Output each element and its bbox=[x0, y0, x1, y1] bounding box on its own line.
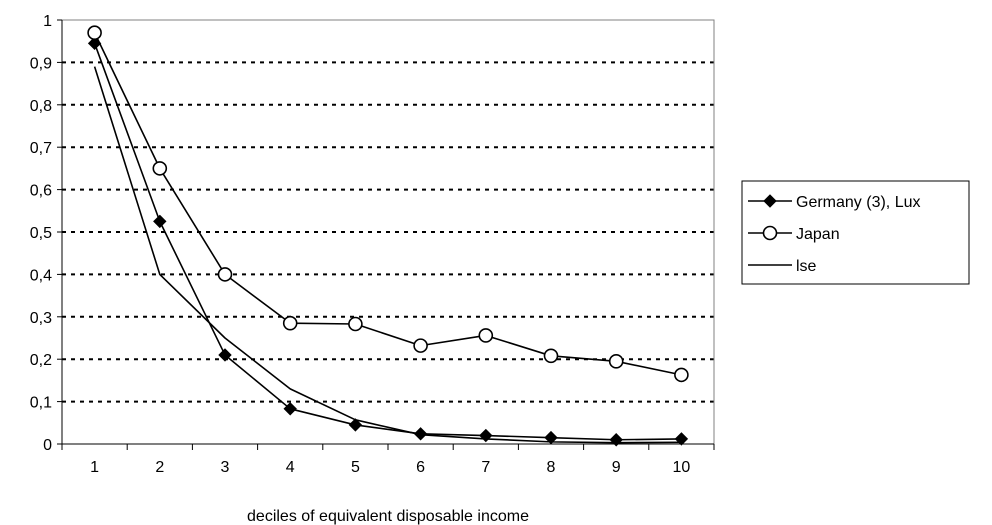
x-tick-label-9: 10 bbox=[673, 459, 691, 476]
series-lines bbox=[93, 32, 682, 444]
y-tick-label-2: 0,2 bbox=[30, 352, 52, 369]
legend-marker-japan bbox=[762, 225, 778, 241]
y-tick-label-9: 0,9 bbox=[30, 55, 52, 72]
data-point-germany-3-lux-7 bbox=[479, 428, 493, 443]
legend-label-lse: lse bbox=[796, 258, 817, 275]
data-point-japan-8 bbox=[543, 348, 559, 364]
data-point-japan-7 bbox=[478, 328, 494, 343]
y-tick-label-0: 0 bbox=[43, 437, 52, 454]
y-tick-label-6: 0,6 bbox=[30, 183, 52, 200]
series-line-lse bbox=[93, 66, 682, 444]
data-point-japan-9 bbox=[608, 354, 624, 369]
x-tick-label-0: 1 bbox=[90, 459, 99, 476]
data-point-japan-1 bbox=[87, 25, 102, 41]
series-line-japan bbox=[93, 32, 682, 376]
x-tick-label-7: 8 bbox=[547, 459, 556, 476]
data-point-germany-3-lux-2 bbox=[153, 214, 167, 229]
y-tick-labels: 0 0,1 0,2 0,3 0,4 0,5 0,6 0,7 0,8 0,9 1 bbox=[30, 13, 52, 454]
x-tick-labels: 1 2 3 4 5 6 7 8 9 10 bbox=[90, 459, 690, 476]
data-point-japan-2 bbox=[152, 161, 168, 176]
data-point-germany-3-lux-1 bbox=[87, 36, 102, 51]
series-markers bbox=[87, 25, 689, 447]
legend: Germany (3), Lux Japan lse bbox=[741, 180, 970, 285]
data-point-germany-3-lux-3 bbox=[218, 348, 232, 362]
gridlines bbox=[62, 61, 714, 403]
y-tick-label-3: 0,3 bbox=[30, 310, 52, 327]
data-point-germany-3-lux-10 bbox=[674, 432, 689, 446]
data-point-germany-3-lux-9 bbox=[609, 433, 623, 447]
y-tick-label-5: 0,5 bbox=[30, 225, 52, 242]
x-tick-label-4: 5 bbox=[351, 459, 360, 476]
legend-label-japan: Japan bbox=[796, 226, 840, 243]
legend-label-germany-3-lux: Germany (3), Lux bbox=[796, 194, 920, 211]
data-point-germany-3-lux-4 bbox=[283, 402, 297, 416]
y-tick-label-1: 0,1 bbox=[30, 395, 52, 412]
x-tick-label-2: 3 bbox=[221, 459, 230, 476]
x-tick-label-6: 7 bbox=[481, 459, 490, 476]
data-point-japan-4 bbox=[282, 315, 298, 331]
x-axis-title: deciles of equivalent disposable income bbox=[247, 508, 529, 525]
x-tick-label-1: 2 bbox=[155, 459, 164, 476]
y-tick-label-10: 1 bbox=[43, 13, 52, 30]
y-tick-label-7: 0,7 bbox=[30, 140, 52, 157]
data-point-germany-3-lux-6 bbox=[413, 427, 428, 441]
data-point-germany-3-lux-5 bbox=[348, 418, 363, 432]
axes bbox=[57, 19, 715, 450]
data-point-japan-3 bbox=[217, 267, 233, 282]
y-tick-label-8: 0,8 bbox=[30, 98, 52, 115]
data-point-japan-6 bbox=[413, 338, 428, 353]
x-tick-label-3: 4 bbox=[286, 459, 295, 476]
data-point-japan-10 bbox=[674, 367, 689, 383]
series-line-germany-3-lux bbox=[93, 43, 682, 441]
data-point-germany-3-lux-8 bbox=[544, 430, 558, 445]
x-tick-label-8: 9 bbox=[612, 459, 621, 476]
legend-marker-germany-3-lux bbox=[763, 194, 777, 208]
x-tick-label-5: 6 bbox=[416, 459, 425, 476]
data-point-japan-5 bbox=[348, 316, 363, 332]
y-tick-label-4: 0,4 bbox=[30, 267, 52, 284]
